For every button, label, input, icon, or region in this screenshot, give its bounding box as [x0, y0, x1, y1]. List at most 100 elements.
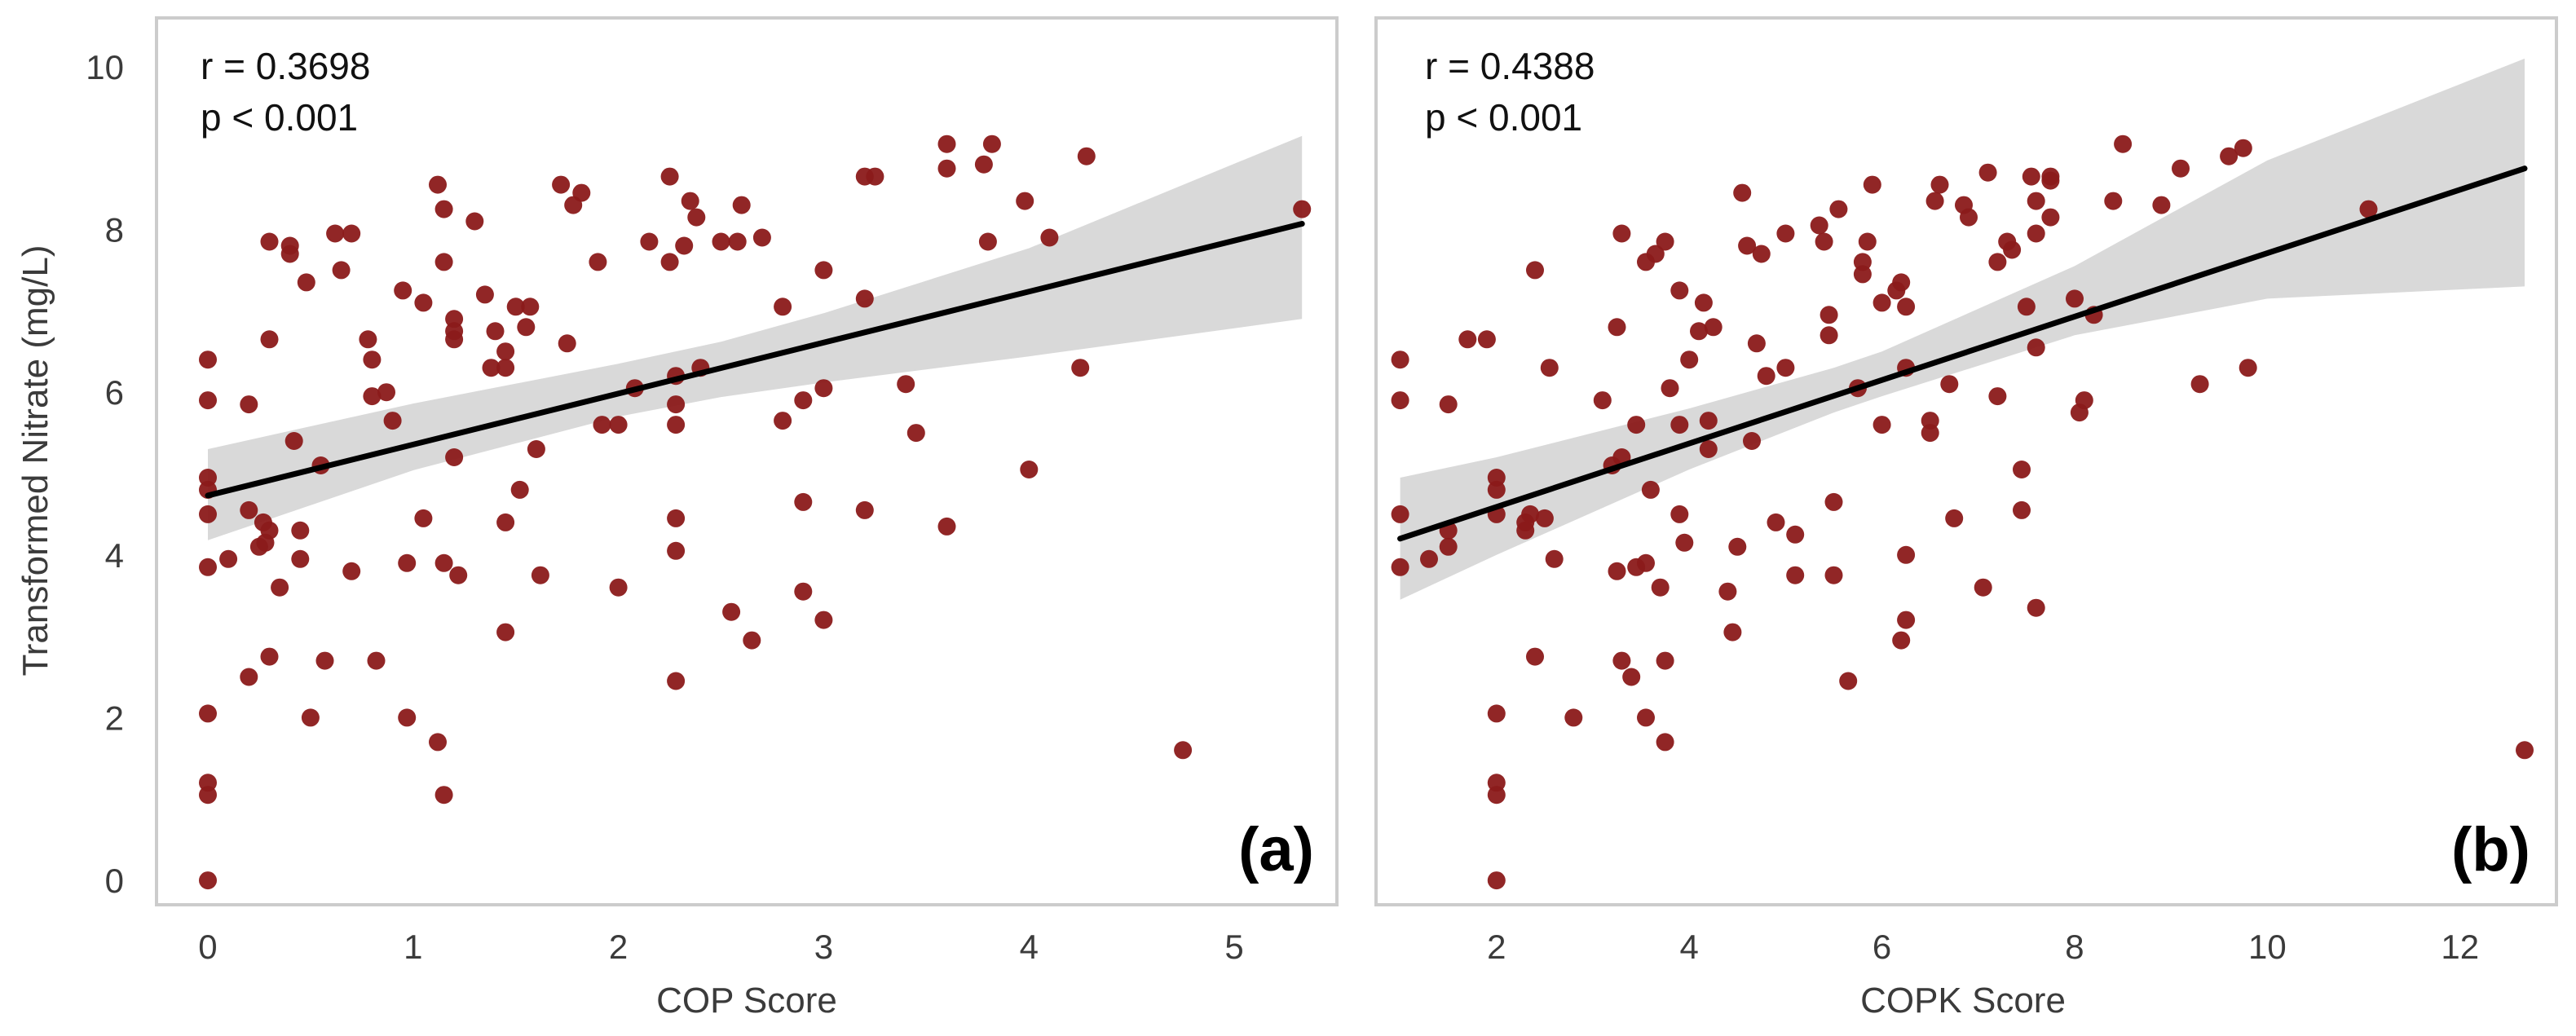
- data-point: [1293, 200, 1312, 218]
- data-point: [1637, 708, 1655, 727]
- y-tick-label: 0: [105, 862, 124, 900]
- data-point: [1704, 318, 1722, 337]
- x-tick-label: 0: [198, 928, 217, 966]
- data-point: [496, 513, 515, 531]
- data-point: [1071, 359, 1090, 377]
- data-point: [1988, 253, 2007, 271]
- data-point: [978, 232, 997, 251]
- data-point: [359, 330, 377, 349]
- data-point: [1892, 273, 1911, 292]
- y-axis-title: Transformed Nitrate (mg/L): [15, 245, 55, 677]
- data-point: [2220, 147, 2239, 165]
- data-point: [363, 350, 382, 369]
- data-point: [794, 582, 813, 601]
- confidence-band-group-a: [208, 135, 1303, 540]
- data-point: [774, 298, 792, 316]
- data-point: [199, 505, 217, 523]
- data-point: [1738, 236, 1757, 255]
- data-point: [722, 602, 741, 621]
- data-point: [445, 448, 464, 466]
- data-point: [609, 578, 628, 597]
- data-point: [1526, 647, 1544, 666]
- data-point: [1974, 578, 1992, 597]
- x-tick-label: 10: [2248, 928, 2287, 966]
- x-tick-label: 4: [1020, 928, 1039, 966]
- data-point: [1656, 232, 1674, 251]
- data-point: [199, 350, 217, 369]
- data-point: [291, 521, 310, 540]
- data-point: [1670, 281, 1689, 300]
- data-point: [667, 509, 686, 527]
- data-point: [301, 708, 320, 727]
- x-tick-label: 6: [1872, 928, 1891, 966]
- data-point: [199, 786, 217, 805]
- data-point: [219, 549, 238, 568]
- data-point: [660, 253, 679, 271]
- data-point: [2152, 196, 2171, 214]
- data-point: [2022, 167, 2040, 186]
- x-ticks-a: 0 1 2 3 4 5: [198, 928, 1243, 966]
- data-point: [1391, 350, 1409, 369]
- data-point: [1174, 741, 1193, 760]
- data-point: [897, 375, 915, 394]
- data-point: [1776, 224, 1795, 243]
- data-point: [434, 786, 453, 805]
- x-tick-label: 2: [609, 928, 628, 966]
- data-point: [640, 232, 659, 251]
- data-point: [521, 298, 540, 316]
- data-point: [609, 416, 628, 434]
- panel-label-b: (b): [2451, 815, 2530, 884]
- data-point: [1945, 509, 1964, 527]
- data-point: [496, 359, 515, 377]
- data-point: [1897, 545, 1916, 564]
- data-point: [774, 412, 792, 430]
- data-point: [794, 492, 813, 511]
- data-point: [414, 509, 433, 527]
- y-tick-label: 10: [86, 48, 124, 86]
- data-point: [937, 159, 956, 178]
- data-point: [377, 383, 395, 402]
- data-point: [1820, 306, 1838, 324]
- data-point: [429, 733, 447, 752]
- panel-label-a: (a): [1238, 815, 1314, 884]
- data-point: [1656, 733, 1674, 752]
- data-point: [271, 578, 289, 597]
- x-tick-label: 8: [2065, 928, 2084, 966]
- data-point: [1897, 298, 1916, 316]
- data-point: [974, 155, 993, 174]
- data-point: [1930, 175, 1949, 194]
- data-point: [342, 562, 361, 580]
- data-point: [1892, 631, 1911, 650]
- data-point: [2003, 240, 2022, 259]
- data-point: [1960, 208, 1978, 227]
- data-point: [712, 232, 730, 251]
- data-point: [1675, 533, 1694, 552]
- data-point: [667, 541, 686, 560]
- data-point: [1743, 432, 1761, 450]
- data-point: [1564, 708, 1583, 727]
- r-value-a: r = 0.3698: [201, 45, 370, 87]
- data-point: [1608, 562, 1626, 580]
- data-point: [531, 566, 549, 584]
- x-tick-label: 12: [2441, 928, 2479, 966]
- data-point: [434, 253, 453, 271]
- data-point: [1872, 293, 1891, 312]
- data-point: [814, 379, 833, 398]
- data-point: [1040, 228, 1059, 247]
- data-point: [1526, 261, 1544, 280]
- data-point: [1641, 480, 1660, 499]
- data-point: [1077, 147, 1096, 165]
- data-point: [1391, 391, 1409, 410]
- data-point: [2027, 338, 2045, 357]
- data-point: [1824, 492, 1843, 511]
- data-point: [593, 416, 611, 434]
- data-point: [260, 521, 279, 540]
- data-point: [667, 672, 686, 690]
- data-point: [558, 334, 576, 353]
- data-point: [1810, 216, 1828, 235]
- x-axis-title-b: COPK Score: [1860, 981, 2066, 1021]
- data-point: [510, 480, 529, 499]
- data-point: [2041, 208, 2060, 227]
- data-point: [937, 134, 956, 153]
